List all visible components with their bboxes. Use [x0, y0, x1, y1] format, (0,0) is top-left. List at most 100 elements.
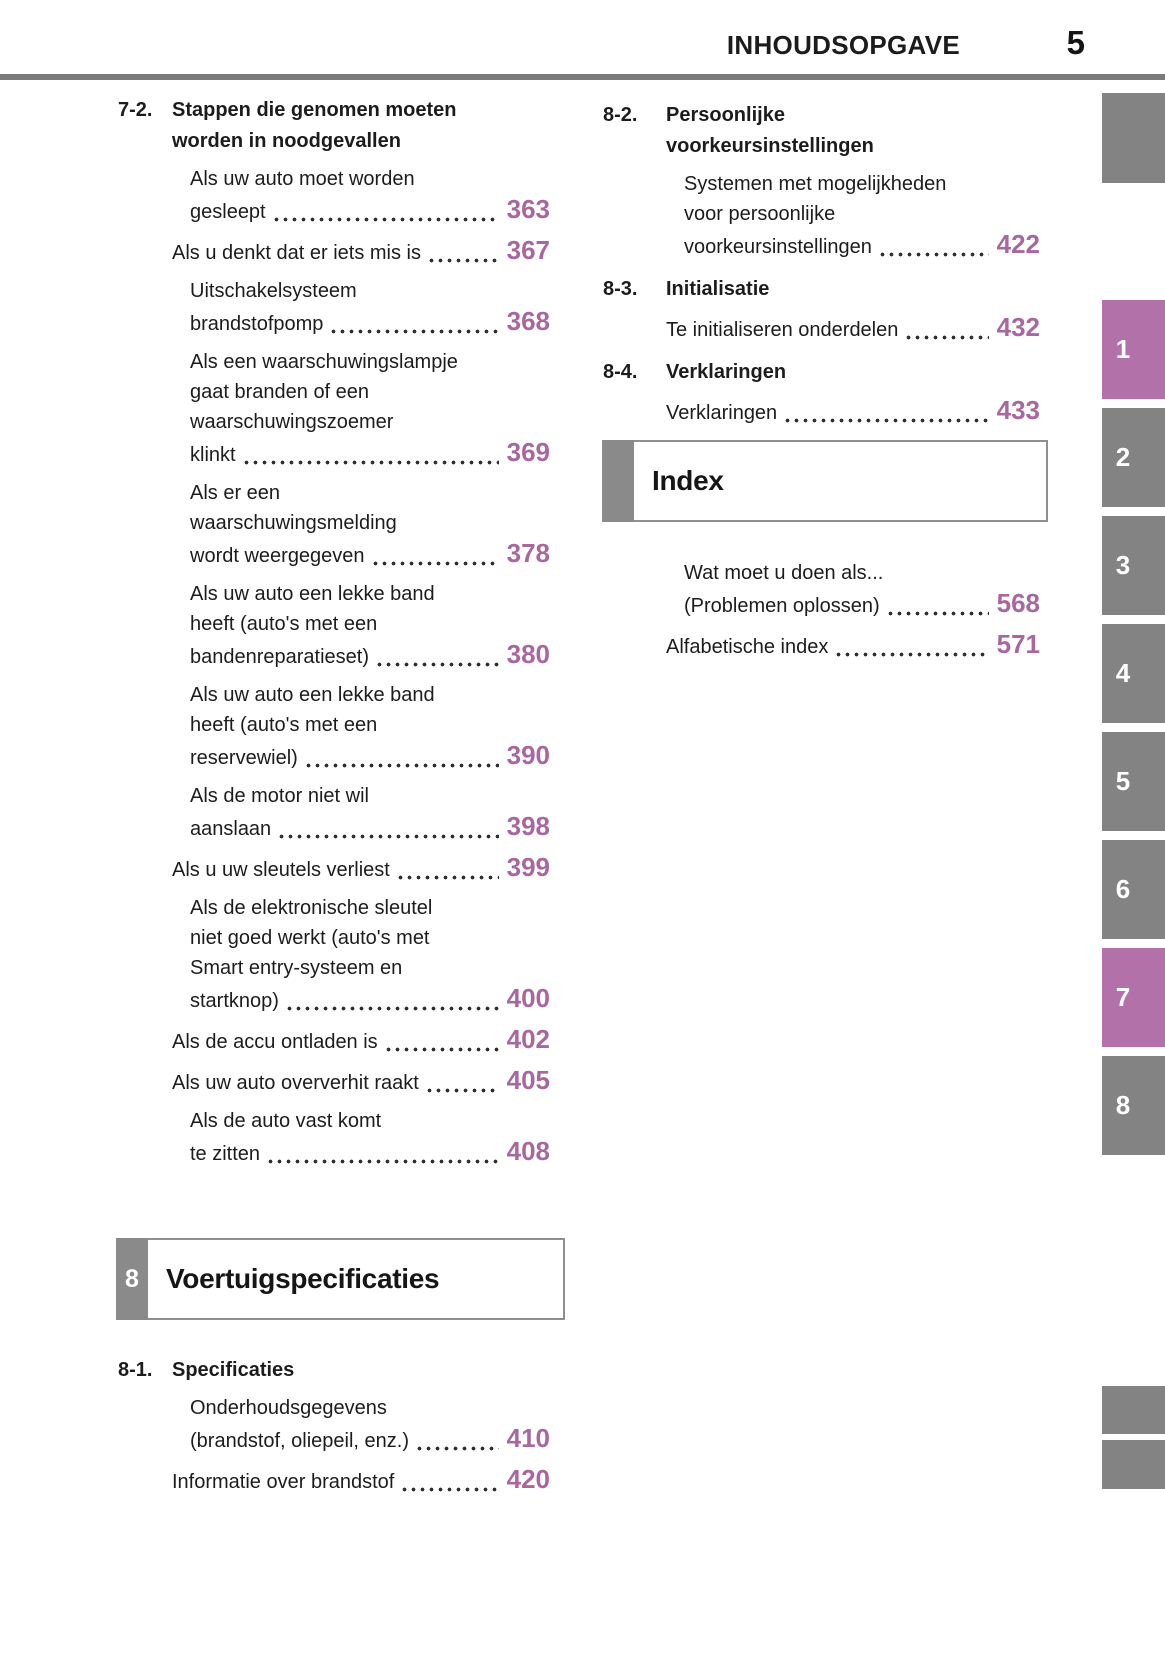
- toc-entry-last-line: te zitten 408: [172, 1136, 550, 1169]
- toc-entry: Als een waarschuwingslampje gaat branden …: [172, 347, 550, 470]
- dot-leader: [271, 216, 499, 223]
- toc-entry: Informatie over brandstof 420: [172, 1464, 550, 1497]
- right-sections: 8-2. Persoonlijke voorkeursinstellingen: [603, 100, 1040, 428]
- section-heading: 8-1. Specificaties: [118, 1355, 550, 1386]
- toc-entry-text: Te initialiseren onderdelen: [666, 319, 899, 341]
- section-number: 7-2.: [118, 99, 153, 121]
- toc-entry-last-line: wordt weergegeven 378: [172, 538, 550, 571]
- toc-entry: Als de auto vast komt te zitten 408: [172, 1106, 550, 1169]
- toc-page-number: 398: [506, 811, 550, 841]
- side-chapter-tab: 5: [1102, 732, 1165, 831]
- toc-entry-text: aanslaan: [190, 818, 272, 840]
- toc-entry-last-line: startknop) 400: [172, 983, 550, 1016]
- section-title-line: worden in noodgevallen: [172, 130, 401, 152]
- toc-page-number: 390: [506, 740, 550, 770]
- toc-entry-last-line: (Problemen oplossen) 568: [666, 588, 1040, 621]
- side-tab-blank: [1102, 93, 1165, 183]
- toc-page-number: 420: [506, 1464, 550, 1494]
- toc-entry-line: voor persoonlijke: [684, 203, 836, 225]
- toc-section: 8-1. Specificaties: [118, 1355, 550, 1497]
- section-heading: 8-4. Verklaringen: [603, 357, 1040, 388]
- toc-section: 7-2. Stappen die genomen moeten worden in…: [118, 95, 550, 1169]
- toc-entry-text: Als uw auto oververhit raakt: [172, 1072, 419, 1094]
- side-tab-number: 3: [1115, 550, 1131, 580]
- toc-page-number: 410: [506, 1423, 550, 1453]
- side-block-blank: [1102, 1386, 1165, 1434]
- toc-entry-last-line: Als uw auto oververhit raakt 405: [172, 1065, 550, 1098]
- section-title-line: Initialisatie: [666, 278, 770, 300]
- toc-entry-last-line: aanslaan 398: [172, 811, 550, 844]
- chapter-box-title: Voertuigspecificaties: [166, 1263, 440, 1294]
- toc-entry: Systemen met mogelijkheden voor persoonli…: [666, 169, 1040, 262]
- toc-page-number: 368: [506, 306, 550, 336]
- chapter-tab-number: 8: [116, 1238, 148, 1320]
- section-title: Specificaties: [172, 1355, 294, 1386]
- toc-section: 8-3. Initialisatie: [603, 274, 1040, 345]
- toc-entry: Verklaringen 433: [666, 395, 1040, 428]
- toc-entry: Te initialiseren onderdelen 432: [666, 312, 1040, 345]
- page-number: 5: [1066, 24, 1085, 61]
- toc-entry: Wat moet u doen als... (Problemen oploss…: [666, 558, 1040, 621]
- toc-entry-last-line: gesleept 363: [172, 194, 550, 227]
- dot-leader: [783, 417, 989, 424]
- toc-entry-text: voorkeursinstellingen: [684, 236, 872, 258]
- section-title-line: Stappen die genomen moeten: [172, 99, 457, 121]
- side-tab-number: 6: [1115, 874, 1131, 904]
- toc-entry: Als uw auto een lekke band heeft (auto's …: [172, 579, 550, 672]
- toc-entry-last-line: (brandstof, oliepeil, enz.) 410: [172, 1423, 550, 1456]
- toc-entry-text: wordt weergegeven: [190, 545, 365, 567]
- toc-entry-last-line: Als u denkt dat er iets mis is 367: [172, 235, 550, 268]
- header-divider: [0, 74, 1165, 80]
- toc-entry-last-line: Verklaringen 433: [666, 395, 1040, 428]
- toc-column-left: 7-2. Stappen die genomen moeten worden in…: [116, 95, 565, 1505]
- chapter-box-index: Index: [602, 440, 1048, 522]
- section-title-line: voorkeursinstellingen: [666, 135, 874, 157]
- dot-leader: [329, 328, 499, 335]
- section-title: Initialisatie: [666, 274, 769, 305]
- toc-page-number: 568: [996, 588, 1040, 618]
- toc-entry-last-line: bandenreparatieset) 380: [172, 639, 550, 672]
- toc-entry: Als u denkt dat er iets mis is 367: [172, 235, 550, 268]
- side-chapter-tab: 7: [1102, 948, 1165, 1047]
- dot-leader: [904, 334, 989, 341]
- page-header-title: INHOUDSOPGAVE: [726, 30, 960, 60]
- toc-page-number: 367: [506, 235, 550, 265]
- toc-entry-line: Systemen met mogelijkheden: [684, 173, 947, 195]
- toc-entry: Alfabetische index 571: [666, 629, 1040, 662]
- side-tab-number: 1: [1115, 334, 1131, 364]
- dot-leader: [415, 1445, 499, 1452]
- toc-entry-line: Smart entry-systeem en: [190, 957, 403, 979]
- toc-page-number: 405: [506, 1065, 550, 1095]
- toc-page-number: 571: [996, 629, 1040, 659]
- toc-entry-text: reservewiel): [190, 747, 298, 769]
- toc-entry-text: brandstofpomp: [190, 313, 324, 335]
- toc-page-number: 432: [996, 312, 1040, 342]
- toc-page-number: 378: [506, 538, 550, 568]
- chapter-box-title: Index: [652, 465, 724, 496]
- toc-entry-text: startknop): [190, 990, 279, 1012]
- toc-column-right: 8-2. Persoonlijke voorkeursinstellingen: [602, 100, 1048, 670]
- toc-page-number: 363: [506, 194, 550, 224]
- toc-entry: Als de accu ontladen is 402: [172, 1024, 550, 1057]
- toc-section: 8-4. Verklaringen: [603, 357, 1040, 428]
- section-number: 8-3.: [603, 278, 638, 300]
- toc-entry-last-line: voorkeursinstellingen 422: [666, 229, 1040, 262]
- toc-entry-line: Als een waarschuwingslampje: [190, 351, 458, 373]
- toc-page-number: 433: [996, 395, 1040, 425]
- section-number: 8-2.: [603, 104, 638, 126]
- toc-entry: Als u uw sleutels verliest 399: [172, 852, 550, 885]
- side-tab-number: 5: [1115, 766, 1131, 796]
- toc-entry-line: Als uw auto een lekke band: [190, 583, 435, 605]
- toc-entry-line: Als de motor niet wil: [190, 785, 369, 807]
- chapter-box-body: Index: [634, 440, 1048, 522]
- toc-entry-line: Uitschakelsysteem: [190, 280, 357, 302]
- toc-entry-line: Als de auto vast komt: [190, 1110, 382, 1132]
- section-title: Persoonlijke voorkeursinstellingen: [666, 100, 874, 162]
- toc-entry-last-line: brandstofpomp 368: [172, 306, 550, 339]
- side-tab-number: 7: [1115, 982, 1131, 1012]
- side-chapter-tab: 3: [1102, 516, 1165, 615]
- dot-leader: [400, 1486, 499, 1493]
- dot-leader: [877, 251, 989, 258]
- side-chapter-tab: 8: [1102, 1056, 1165, 1155]
